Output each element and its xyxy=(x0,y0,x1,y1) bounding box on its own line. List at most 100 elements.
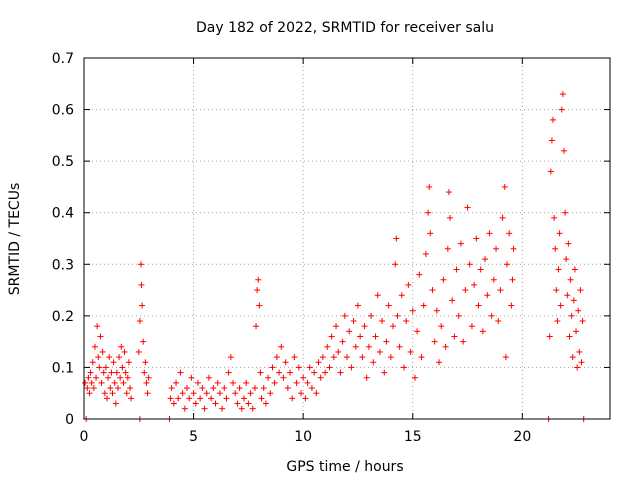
data-point xyxy=(238,405,245,412)
data-point xyxy=(557,302,564,309)
data-point xyxy=(117,374,124,381)
data-point xyxy=(416,271,423,278)
data-point xyxy=(390,323,397,330)
plot-frame xyxy=(83,57,611,420)
data-point xyxy=(559,91,566,98)
data-point xyxy=(414,328,421,335)
data-point xyxy=(568,312,575,319)
data-point xyxy=(271,379,278,386)
data-point xyxy=(409,307,416,314)
y-axis-label: SRMTID / TECUs xyxy=(7,183,23,296)
data-point xyxy=(502,354,509,361)
data-point xyxy=(354,302,361,309)
data-point xyxy=(295,364,302,371)
data-point xyxy=(265,374,272,381)
data-point xyxy=(490,276,497,283)
data-point xyxy=(230,379,237,386)
data-point xyxy=(240,395,247,402)
data-point xyxy=(108,369,115,376)
data-point xyxy=(254,287,261,294)
data-point xyxy=(109,390,116,397)
data-point xyxy=(138,281,145,288)
data-point xyxy=(460,338,467,345)
data-point xyxy=(243,379,250,386)
data-point xyxy=(105,374,112,381)
data-point xyxy=(168,385,175,392)
data-point xyxy=(571,266,578,273)
data-point xyxy=(570,297,577,304)
data-point xyxy=(100,369,107,376)
data-point xyxy=(262,400,269,407)
data-point xyxy=(348,364,355,371)
data-point xyxy=(554,318,561,325)
data-point xyxy=(471,281,478,288)
data-point xyxy=(91,343,98,350)
data-point xyxy=(563,256,570,263)
data-point xyxy=(219,405,226,412)
data-point xyxy=(313,390,320,397)
data-point xyxy=(506,230,513,237)
data-point xyxy=(426,183,433,190)
data-point xyxy=(363,374,370,381)
data-point xyxy=(328,333,335,340)
data-point xyxy=(499,214,506,221)
data-point xyxy=(575,307,582,314)
data-point xyxy=(324,343,331,350)
data-point xyxy=(120,379,127,386)
data-point xyxy=(466,261,473,268)
data-point xyxy=(548,137,555,144)
data-point xyxy=(82,379,89,386)
data-point xyxy=(359,354,366,361)
data-point xyxy=(93,374,100,381)
data-point xyxy=(427,230,434,237)
data-point xyxy=(194,379,201,386)
data-point xyxy=(311,369,318,376)
data-point xyxy=(565,240,572,247)
data-point xyxy=(186,395,193,402)
data-point xyxy=(403,318,410,325)
data-point xyxy=(552,245,559,252)
data-point xyxy=(556,230,563,237)
data-point xyxy=(210,385,217,392)
data-point xyxy=(247,390,254,397)
data-point xyxy=(396,343,403,350)
data-point xyxy=(341,312,348,319)
data-point xyxy=(398,292,405,299)
data-point xyxy=(486,230,493,237)
data-point xyxy=(429,287,436,294)
data-point xyxy=(98,379,105,386)
x-tick-label: 5 xyxy=(189,429,198,445)
data-points xyxy=(82,91,587,422)
data-point xyxy=(335,348,342,355)
data-point xyxy=(567,276,574,283)
data-point xyxy=(445,189,452,196)
data-point xyxy=(276,369,283,376)
data-point xyxy=(232,390,239,397)
data-point xyxy=(256,302,263,309)
data-point xyxy=(569,354,576,361)
data-point xyxy=(177,369,184,376)
data-point xyxy=(184,385,191,392)
data-point xyxy=(181,405,188,412)
data-point xyxy=(201,405,208,412)
data-point xyxy=(255,276,262,283)
data-point xyxy=(546,333,553,340)
data-point xyxy=(400,364,407,371)
data-point xyxy=(501,183,508,190)
data-point xyxy=(88,379,95,386)
data-point xyxy=(142,359,149,366)
data-point xyxy=(192,400,199,407)
y-axis-ticks: 0 0.1 0.2 0.3 0.4 0.5 0.6 0.7 xyxy=(52,51,610,428)
data-point xyxy=(562,209,569,216)
data-point xyxy=(214,379,221,386)
x-tick-label: 20 xyxy=(513,429,531,445)
data-point xyxy=(308,385,315,392)
data-point xyxy=(333,323,340,330)
data-point xyxy=(87,369,94,376)
data-point xyxy=(106,354,113,361)
data-point xyxy=(578,359,585,366)
data-point xyxy=(234,400,241,407)
data-point xyxy=(170,400,177,407)
data-point xyxy=(89,359,96,366)
grid xyxy=(84,58,610,419)
